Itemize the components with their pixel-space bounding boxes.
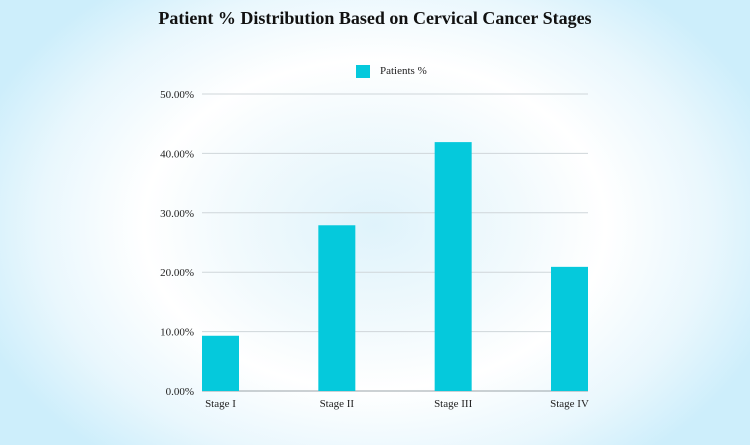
x-tick-label: Stage IV [550,398,589,410]
y-tick-label: 50.00% [160,89,194,101]
x-tick-label: Stage II [320,398,355,410]
bar [202,335,239,391]
x-tick-label: Stage I [205,398,236,410]
bar [318,225,356,391]
legend-label: Patients % [380,65,427,77]
chart-title: Patient % Distribution Based on Cervical… [158,8,592,28]
x-tick-label: Stage III [434,398,473,410]
y-tick-label: 10.00% [160,327,194,339]
legend-swatch [356,64,370,78]
y-tick-label: 30.00% [160,208,194,220]
bar [434,142,472,391]
y-tick-label: 40.00% [160,148,194,160]
y-tick-label: 0.00% [166,386,194,398]
bar [551,266,588,391]
legend: Patients % [356,64,427,78]
y-tick-label: 20.00% [160,267,194,279]
